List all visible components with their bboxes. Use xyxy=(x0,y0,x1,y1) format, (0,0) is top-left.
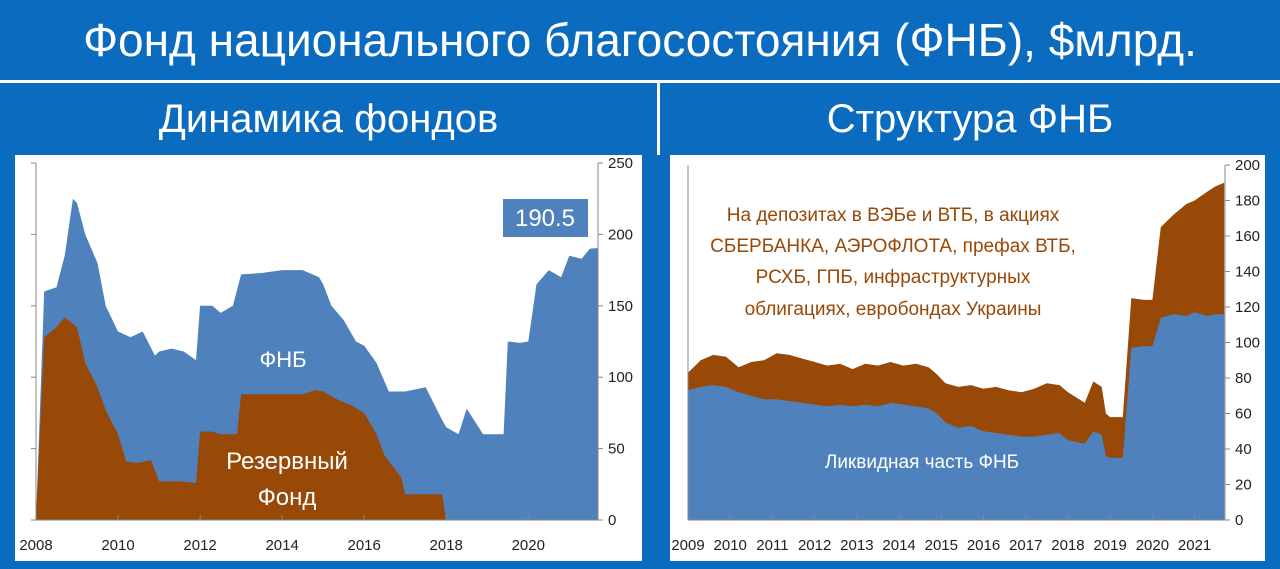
y-tick-label: 150 xyxy=(608,298,633,315)
deposits-note-line-4: облигациях, евробондах Украины xyxy=(745,299,1042,320)
y-tick-label: 80 xyxy=(1235,370,1252,387)
series-area-0 xyxy=(36,198,598,520)
y-tick-label: 60 xyxy=(1235,406,1252,423)
y-tick-label: 160 xyxy=(1235,228,1260,245)
fnb-structure-chart: 0 20 40 60 80 100 120 140 160 180 200 2009 2010 2011 2… xyxy=(671,157,1260,554)
x-tick-label: 2014 xyxy=(265,537,298,554)
x-tick-label: 2016 xyxy=(967,537,1000,554)
y-tick-label: 40 xyxy=(1235,441,1252,458)
deposits-note-line-1: На депозитах в ВЭБе и ВТБ, в акциях xyxy=(727,205,1060,226)
fnb-area-label: ФНБ xyxy=(259,347,306,372)
y-tick-label: 50 xyxy=(608,441,625,458)
x-tick-label: 2018 xyxy=(430,537,463,554)
x-tick-label: 2010 xyxy=(714,537,747,554)
x-tick-label: 2012 xyxy=(183,537,216,554)
deposits-note-line-3: РСХБ, ГПБ, инфраструктурных xyxy=(756,267,1031,288)
x-tick-label: 2018 xyxy=(1051,537,1084,554)
x-tick-label: 2012 xyxy=(798,537,831,554)
right-panel-title: Структура ФНБ xyxy=(826,97,1114,141)
x-tick-label: 2021 xyxy=(1178,537,1211,554)
x-tick-label: 2010 xyxy=(101,537,134,554)
y-tick-label: 120 xyxy=(1235,299,1260,316)
y-tick-label: 250 xyxy=(608,155,633,172)
y-tick-label: 20 xyxy=(1235,477,1252,494)
x-tick-label: 2019 xyxy=(1093,537,1126,554)
y-tick-label: 0 xyxy=(608,512,616,529)
value-badge xyxy=(503,199,588,237)
x-tick-label: 2020 xyxy=(1136,537,1169,554)
y-tick-label: 200 xyxy=(608,226,633,243)
y-tick-label: 100 xyxy=(608,369,633,386)
left-panel-title: Динамика фондов xyxy=(158,97,499,141)
deposits-note-line-2: СБЕРБАНКА, АЭРОФЛОТА, префах ВТБ, xyxy=(710,236,1076,257)
fund-dynamics-chart: 0 50 100 150 200 250 2008 2010 2012 2014 2016 2018 2… xyxy=(19,155,633,554)
reserve-fund-label-line2: Фонд xyxy=(258,484,317,511)
reserve-fund-label-line1: Резервный xyxy=(226,448,348,475)
x-tick-label: 2020 xyxy=(512,537,545,554)
series-area-1 xyxy=(688,312,1225,520)
value-badge-label: 190.5 xyxy=(515,205,575,232)
x-tick-label: 2015 xyxy=(925,537,958,554)
x-tick-label: 2009 xyxy=(671,537,704,554)
page-title: Фонд национального благосостояния (ФНБ),… xyxy=(83,14,1197,66)
y-tick-label: 100 xyxy=(1235,335,1260,352)
series-area-1 xyxy=(36,317,447,520)
y-tick-label: 140 xyxy=(1235,264,1260,281)
x-tick-label: 2011 xyxy=(756,537,788,554)
x-tick-label: 2017 xyxy=(1009,537,1042,554)
y-tick-label: 200 xyxy=(1235,157,1260,174)
right-chart-panel: 0 20 40 60 80 100 120 140 160 180 200 2009 2010 2011 2… xyxy=(670,155,1265,561)
x-tick-label: 2014 xyxy=(882,537,915,554)
left-chart-panel: 0 50 100 150 200 250 2008 2010 2012 2014 2016 2018 2… xyxy=(15,155,642,561)
x-tick-label: 2016 xyxy=(347,537,380,554)
panel-divider xyxy=(657,83,660,155)
y-tick-label: 0 xyxy=(1235,512,1243,529)
header-divider xyxy=(0,80,1280,83)
x-tick-label: 2008 xyxy=(19,537,52,554)
x-tick-label: 2013 xyxy=(840,537,873,554)
liquid-part-label: Ликвидная часть ФНБ xyxy=(825,452,1019,473)
y-tick-label: 180 xyxy=(1235,193,1260,210)
